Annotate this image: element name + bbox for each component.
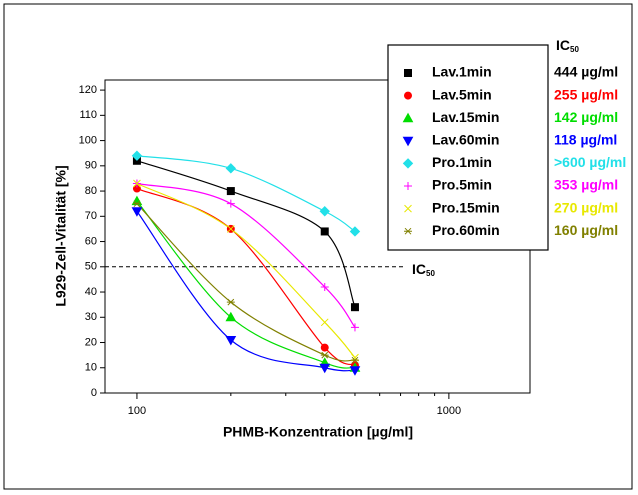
legend-label: Pro.1min [432, 154, 492, 170]
fit-curve [136, 210, 356, 372]
ic50-value: 255 µg/ml [554, 86, 618, 102]
legend-marker [402, 158, 414, 169]
fit-curve [136, 160, 356, 308]
marker [320, 227, 329, 236]
marker [226, 225, 235, 233]
ic50-value: 270 µg/ml [554, 199, 618, 215]
legend-marker [402, 136, 414, 147]
legend-label: Lav.1min [432, 64, 492, 80]
legend-label: Pro.15min [432, 199, 500, 215]
marker [131, 195, 143, 206]
marker [131, 150, 143, 161]
legend-marker [404, 182, 412, 190]
marker [132, 200, 141, 208]
y-tick-label: 120 [79, 84, 97, 96]
marker [320, 351, 329, 359]
reference-label: IC50 [412, 260, 435, 277]
marker [350, 356, 359, 364]
legend-label: Lav.15min [432, 109, 499, 125]
y-tick-label: 80 [85, 185, 97, 197]
fit-curve [136, 200, 356, 369]
marker [226, 187, 235, 196]
fit-curve [136, 155, 356, 232]
marker [320, 282, 329, 291]
x-axis-label: PHMB-Konzentration [µg/ml] [223, 424, 413, 440]
legend-label: Pro.5min [432, 177, 492, 193]
legend-marker [404, 69, 412, 77]
legend-marker [404, 91, 412, 100]
legend-marker [404, 227, 412, 235]
ic50-value: 353 µg/ml [554, 177, 618, 193]
y-tick-label: 20 [85, 336, 97, 348]
marker [349, 366, 361, 376]
marker [350, 323, 359, 332]
y-tick-label: 70 [85, 210, 97, 222]
ic50-heading: IC50 [556, 37, 579, 54]
marker [320, 343, 329, 352]
y-tick-label: 50 [85, 261, 97, 273]
legend-marker [402, 112, 414, 123]
fit-curve [136, 203, 356, 362]
legend-box [387, 44, 549, 251]
marker [319, 206, 330, 217]
y-tick-label: 0 [91, 387, 97, 399]
x-tick-label: 1000 [437, 405, 461, 417]
marker [225, 335, 237, 346]
marker [350, 303, 359, 312]
ic50-sub: 50 [570, 45, 579, 54]
fit-curve [136, 182, 356, 328]
x-tick-label: 100 [128, 405, 146, 417]
legend-label: Pro.60min [432, 222, 500, 238]
ic50-value: >600 µg/ml [554, 154, 626, 170]
legend-label: Lav.5min [432, 86, 492, 102]
legend-label: Lav.60min [432, 132, 499, 148]
fit-curve [136, 182, 356, 359]
ic50-value: 118 µg/ml [554, 132, 617, 148]
ic50-main: IC [556, 37, 570, 53]
y-tick-label: 30 [85, 311, 97, 323]
marker [133, 179, 141, 188]
ic50-value: 160 µg/ml [554, 222, 618, 238]
marker [349, 226, 361, 237]
marker [225, 311, 237, 322]
marker [226, 298, 235, 306]
y-axis-label: L929-Zell-Vitalität [%] [53, 165, 69, 306]
marker [319, 363, 331, 374]
y-tick-label: 110 [79, 109, 97, 121]
reference-sub: 50 [426, 269, 435, 278]
ic50-value: 142 µg/ml [554, 109, 618, 125]
fit-curve [136, 187, 356, 366]
reference-main: IC [412, 260, 426, 276]
y-tick-label: 40 [85, 286, 97, 298]
y-tick-label: 90 [85, 160, 97, 172]
marker [225, 163, 237, 174]
marker [320, 318, 329, 327]
y-tick-label: 10 [85, 362, 97, 374]
marker [131, 207, 143, 217]
y-tick-label: 60 [85, 235, 97, 247]
legend-marker [404, 204, 412, 213]
marker [226, 199, 235, 208]
y-tick-label: 100 [79, 134, 97, 146]
ic50-value: 444 µg/ml [554, 64, 618, 80]
